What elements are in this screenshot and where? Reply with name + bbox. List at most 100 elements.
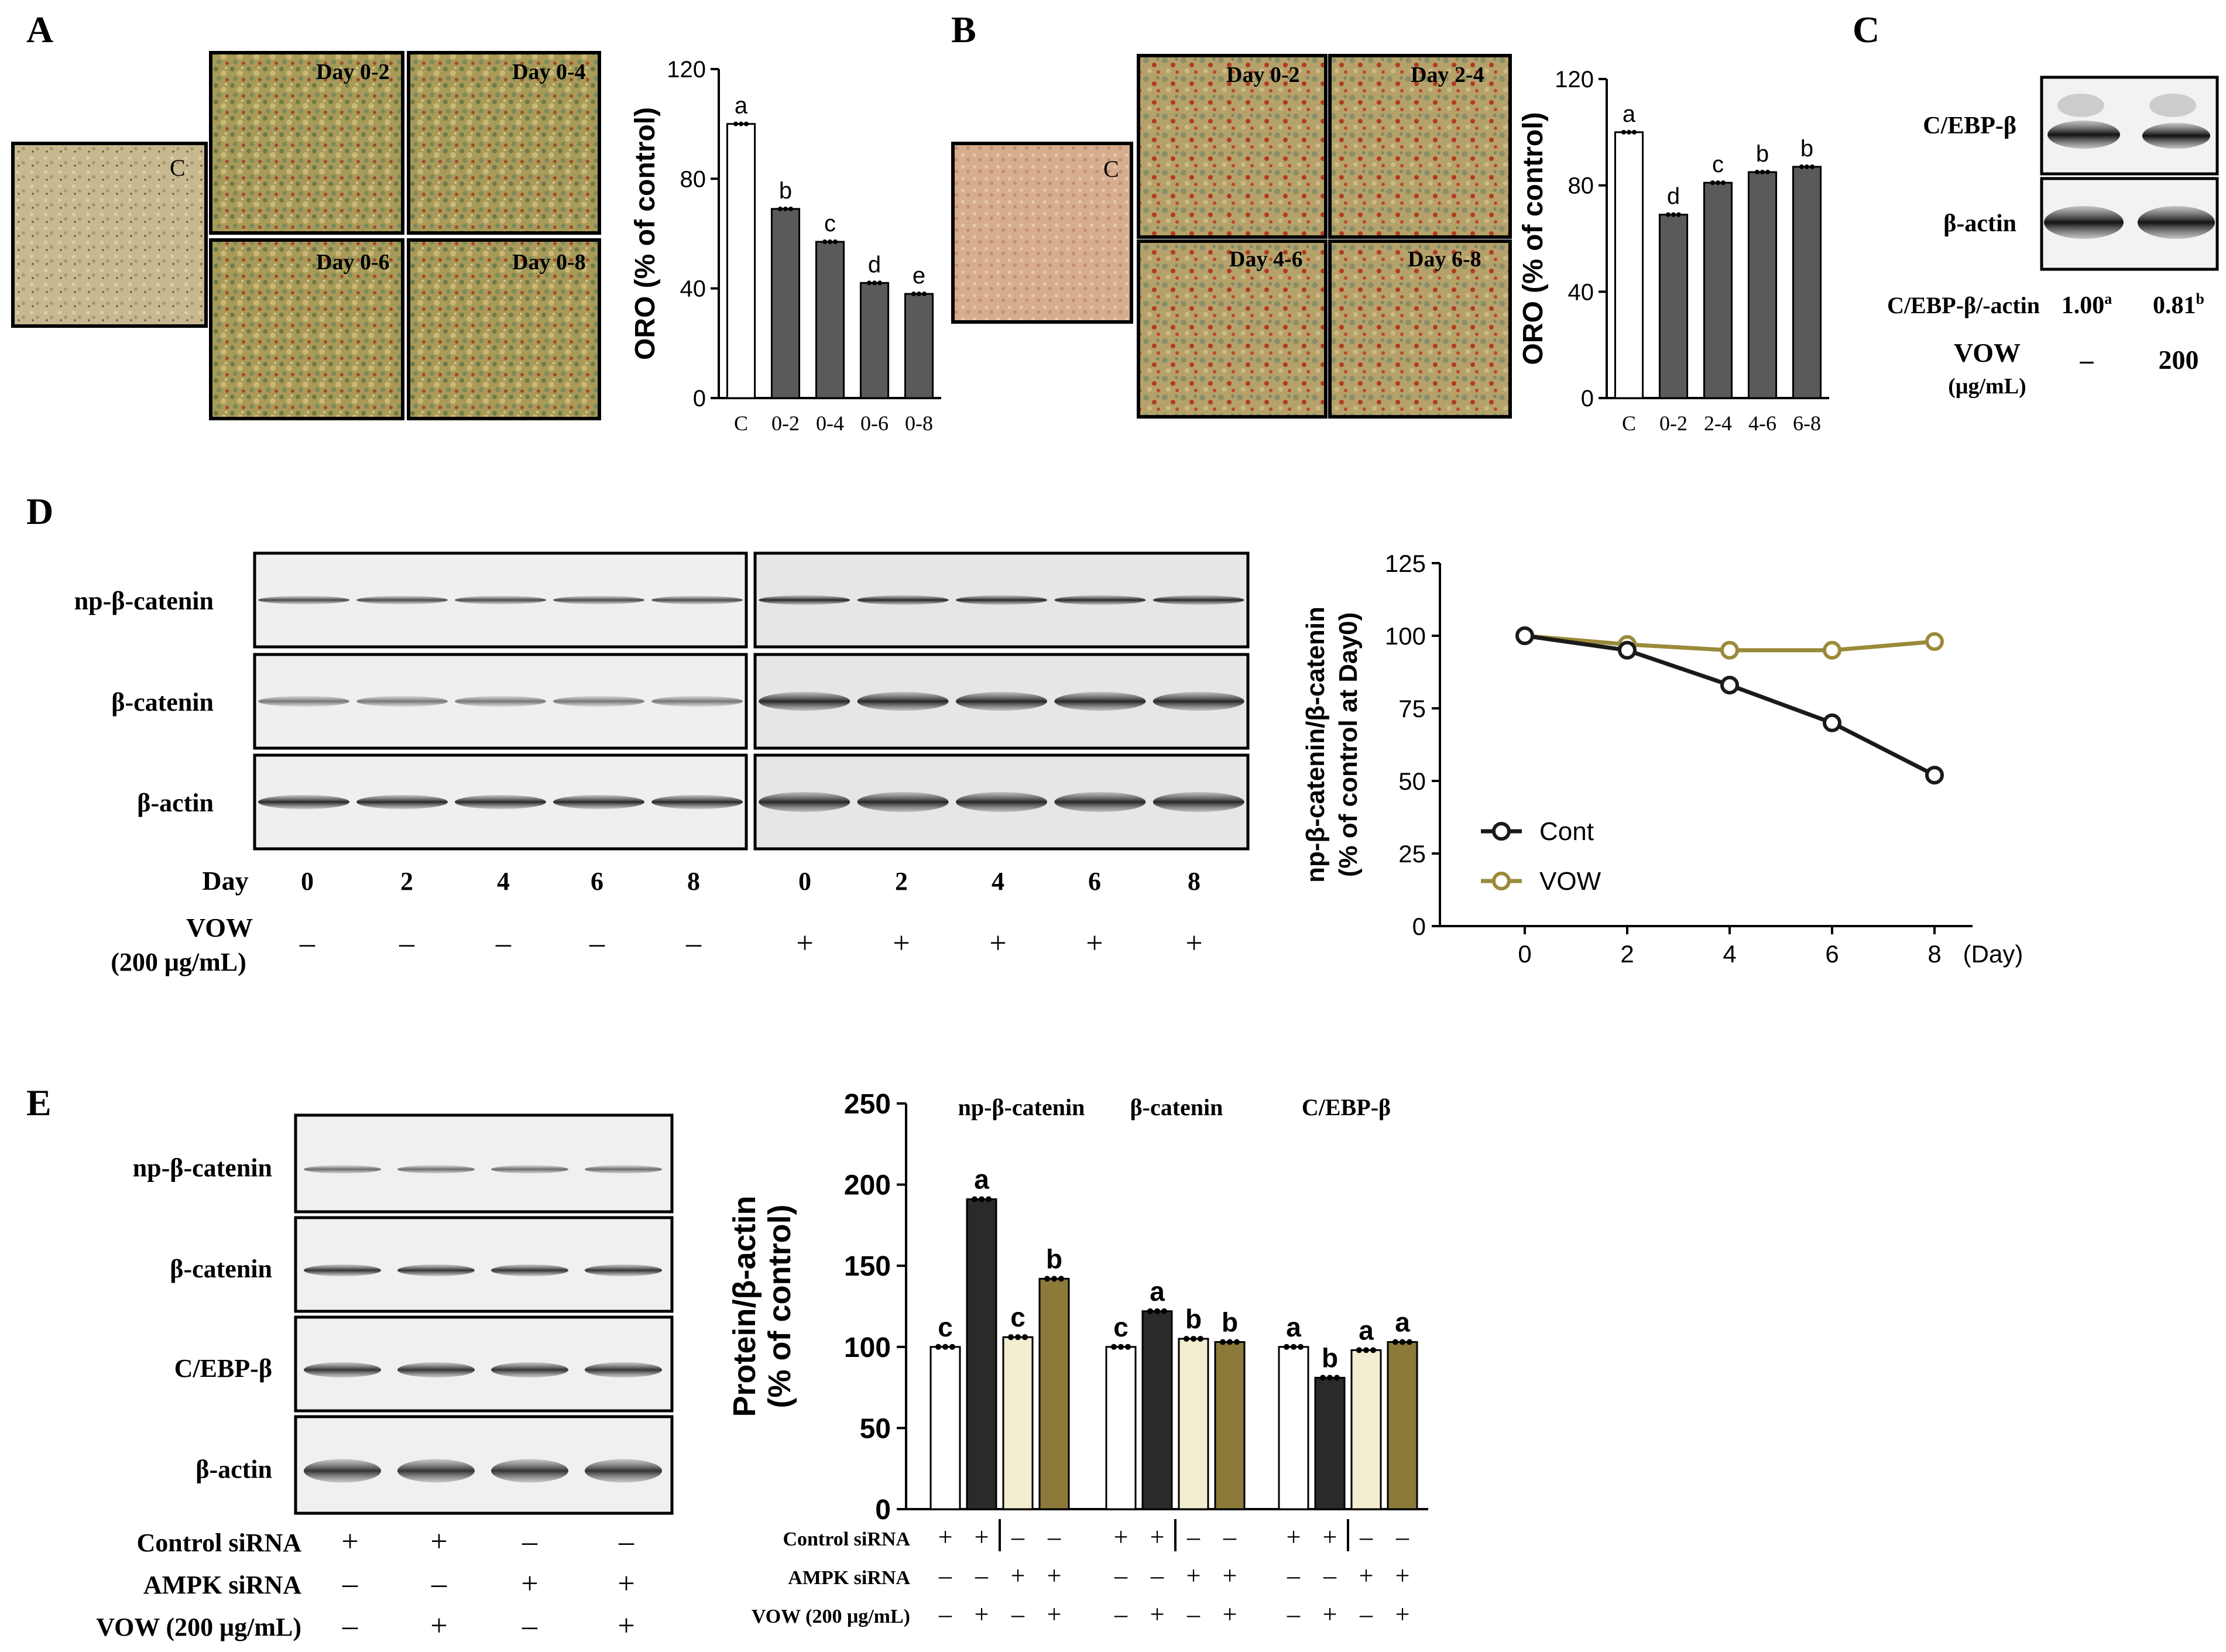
data-point	[1022, 1334, 1028, 1341]
treatment-sign: +	[618, 1609, 634, 1643]
data-point	[1356, 1347, 1362, 1353]
blot-band	[553, 696, 644, 707]
data-point	[1184, 1335, 1189, 1342]
data-point	[1198, 1335, 1203, 1342]
data-point	[1284, 1343, 1289, 1350]
treatment-sign: –	[1395, 1523, 1409, 1551]
data-point	[1161, 1308, 1167, 1314]
ratio-label: C/EBP-β/-actin	[1887, 292, 2040, 318]
blot-band	[1054, 595, 1146, 605]
treatment-sign: –	[522, 1525, 538, 1558]
treatment-sign: +	[1047, 1561, 1062, 1590]
blot-band	[455, 596, 546, 604]
blot-label: np-β-catenin	[133, 1154, 272, 1183]
blot-band	[759, 595, 850, 605]
blot-band	[491, 1264, 568, 1276]
blot-band	[455, 795, 546, 809]
panel-a-micrographs: C Day 0-2 Day 0-4 Day 0-6 Day 0-8	[11, 51, 601, 420]
blot-band	[397, 1459, 475, 1483]
data-point	[1327, 1375, 1333, 1381]
data-point	[1298, 1343, 1304, 1350]
data-point	[1823, 640, 1841, 660]
x-tick-label: 0-6	[860, 412, 889, 435]
treatment-sign: +	[1395, 1561, 1410, 1590]
data-point	[733, 121, 738, 126]
treatment-sign: –	[618, 1525, 634, 1558]
x-tick-label: 2	[1620, 940, 1634, 968]
micrograph-label: Day 0-6	[316, 250, 390, 275]
bar	[1658, 214, 1689, 399]
significance-letter: d	[868, 252, 881, 277]
panel-d-line-chart: 0 25 50 75 100 125 0 2 4 6 8 (Day) np-β-catenin/β-ca…	[1301, 550, 2023, 968]
treatment-sign: +	[1323, 1600, 1337, 1629]
y-axis-label: ORO (% of control)	[1518, 112, 1549, 365]
bar	[1178, 1338, 1209, 1510]
x-tick-label: 6-8	[1793, 412, 1821, 435]
significance-letter: b	[779, 178, 792, 204]
x-tick-label: 0-8	[905, 412, 933, 435]
y-tick-label: 0	[875, 1495, 891, 1526]
bar	[929, 1346, 961, 1510]
blot-band	[651, 596, 743, 604]
data-point	[1810, 164, 1815, 169]
data-point	[1720, 676, 1739, 695]
day-value: 0	[798, 867, 811, 896]
y-axis-label: Protein/β-actin	[727, 1196, 762, 1417]
day-value: 6	[591, 867, 603, 896]
treatment-sign: –	[1287, 1600, 1301, 1629]
x-tick-label: 4	[1723, 940, 1736, 968]
vow-sign: –	[399, 927, 415, 960]
y-tick-label: 80	[680, 166, 706, 192]
treatment-row-label: VOW (200 μg/mL)	[96, 1613, 301, 1641]
ratio-value: 1.00a	[2062, 290, 2112, 319]
bar	[815, 241, 845, 399]
data-point	[1008, 1334, 1014, 1341]
day-value: 8	[1188, 867, 1201, 896]
vow-sign: +	[796, 927, 813, 960]
blot-strip	[294, 1216, 674, 1313]
y-tick-label: 40	[680, 276, 706, 302]
data-point	[949, 1343, 955, 1350]
blot-band	[1054, 692, 1146, 711]
x-axis-label: (Day)	[1963, 940, 2023, 968]
treatment-sign: –	[1287, 1561, 1301, 1590]
day-value: 8	[687, 867, 700, 896]
bar	[1105, 1346, 1137, 1510]
treatment-sign: +	[1287, 1523, 1301, 1551]
data-point	[1334, 1375, 1340, 1381]
blot-band	[585, 1362, 662, 1377]
bar	[1703, 181, 1733, 399]
significance-letter: c	[938, 1312, 953, 1342]
y-axis-label: (% of control)	[762, 1205, 797, 1408]
legend-label: Cont	[1539, 817, 1594, 846]
treatment-sign: –	[975, 1561, 989, 1590]
treatment-sign: +	[1223, 1600, 1237, 1629]
micrograph-label: Day 2-4	[1411, 63, 1484, 87]
micrograph	[951, 142, 1133, 324]
vow-sign: –	[685, 927, 702, 960]
treatment-sign: –	[1323, 1561, 1337, 1590]
blot-band	[1054, 792, 1146, 812]
blot-label: C/EBP-β	[174, 1354, 272, 1383]
blot-band	[304, 1165, 381, 1174]
data-point	[1227, 1339, 1233, 1345]
y-tick-label: 250	[844, 1089, 891, 1120]
data-point	[1618, 640, 1637, 660]
vow-sign: +	[893, 927, 910, 960]
y-tick-label: 125	[1385, 550, 1426, 577]
treatment-sign: +	[1359, 1561, 1374, 1590]
data-point	[1111, 1343, 1117, 1350]
treatment-sign: –	[1114, 1561, 1128, 1590]
y-tick-label: 200	[844, 1170, 891, 1201]
day-value: 2	[400, 867, 413, 896]
bar	[904, 293, 934, 399]
data-point	[1716, 180, 1720, 186]
micrograph-label: C	[1103, 156, 1119, 182]
data-point	[1799, 164, 1804, 169]
blot-band	[553, 596, 644, 604]
significance-letter: a	[1623, 101, 1636, 127]
significance-letter: b	[1185, 1304, 1202, 1334]
data-point	[1925, 766, 1944, 785]
significance-letter: d	[1667, 184, 1680, 210]
group-title: β-catenin	[1130, 1094, 1223, 1120]
